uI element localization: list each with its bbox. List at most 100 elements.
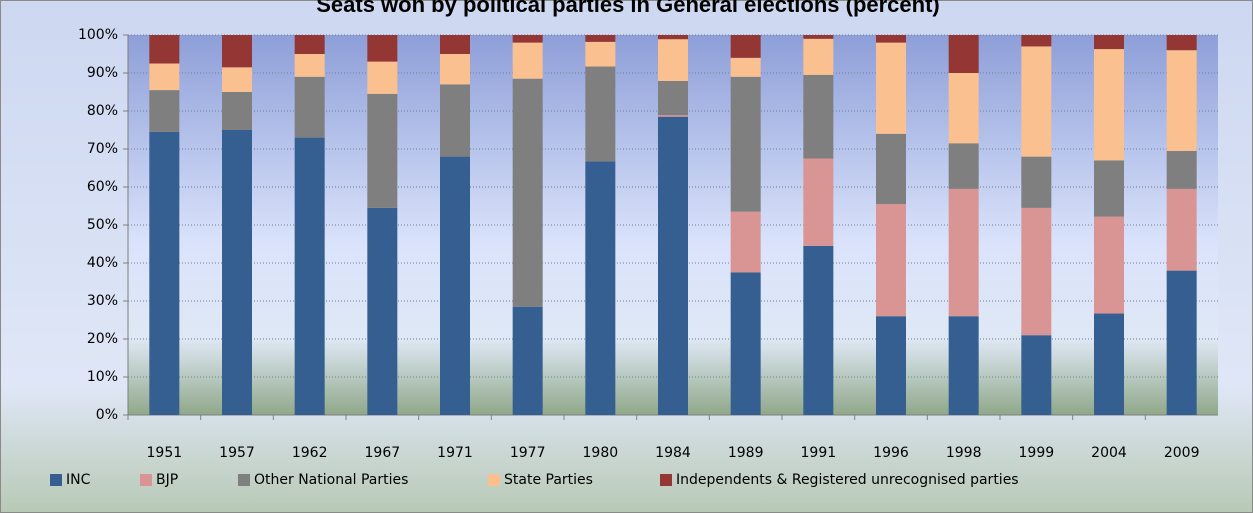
legend-swatch [238, 474, 250, 486]
bar-segment [658, 80, 688, 116]
bar-segment [803, 158, 834, 246]
bar-segment [876, 204, 906, 317]
x-tick-label: 1957 [219, 445, 255, 461]
bar-segment [367, 35, 398, 62]
bar-segment [294, 76, 325, 138]
bar-segment [440, 84, 470, 157]
bar-segment [730, 35, 761, 58]
bar-segment [585, 35, 616, 42]
bar-segment [658, 35, 688, 40]
bar-segment [1021, 207, 1052, 336]
bar-segment [1166, 150, 1197, 189]
chart-title: Seats won by political parties in Genera… [316, 0, 940, 17]
bar-segment [222, 67, 252, 92]
x-tick-label: 1996 [873, 445, 909, 461]
bar-segment [1094, 216, 1124, 314]
y-tick-label: 0% [96, 407, 118, 423]
x-tick-label: 1977 [510, 445, 546, 461]
bar-segment [149, 131, 180, 415]
x-tick-label: 1971 [437, 445, 473, 461]
y-tick-label: 90% [87, 65, 118, 81]
x-tick-label: 1951 [147, 445, 183, 461]
bar-segment [876, 316, 906, 415]
legend-swatch [660, 474, 672, 486]
bar-segment [730, 272, 761, 415]
bar-segment [149, 35, 180, 64]
y-tick-label: 10% [87, 369, 118, 385]
bar-segment [1166, 35, 1197, 51]
bar-segment [948, 188, 979, 317]
bar-segment [367, 61, 398, 94]
x-tick-label: 1999 [1019, 445, 1055, 461]
bar-segment [149, 90, 180, 132]
bar-segment [1021, 335, 1052, 415]
bar-segment [585, 41, 616, 67]
bar-segment [948, 35, 979, 73]
bar-segment [512, 78, 543, 307]
bar-segment [730, 57, 761, 77]
x-tick-label: 2004 [1091, 445, 1127, 461]
bar-segment [948, 316, 979, 415]
bar-segment [512, 35, 543, 43]
x-tick-label: 1984 [655, 445, 691, 461]
bar-segment [440, 35, 470, 54]
x-tick-label: 1998 [946, 445, 982, 461]
bar-segment [440, 54, 470, 85]
bar-segment [585, 66, 616, 162]
legend-swatch [140, 474, 152, 486]
legend-label: Other National Parties [254, 472, 408, 488]
legend-swatch [488, 474, 500, 486]
bar-segment [948, 143, 979, 189]
bar-segment [1021, 46, 1052, 157]
legend-label: Independents & Registered unrecognised p… [676, 472, 1019, 488]
bar-segment [803, 245, 834, 415]
bar-segment [294, 54, 325, 77]
y-tick-label: 40% [87, 255, 118, 271]
y-tick-label: 100% [78, 27, 118, 43]
y-tick-label: 70% [87, 141, 118, 157]
x-tick-label: 1962 [292, 445, 328, 461]
bar-segment [367, 93, 398, 208]
legend-swatch [50, 474, 62, 486]
bar-segment [512, 42, 543, 79]
bar-segment [1166, 270, 1197, 415]
bar-segment [730, 76, 761, 212]
bar-segment [1094, 313, 1124, 415]
bar-segment [658, 116, 688, 415]
bar-segment [222, 130, 252, 415]
bar-segment [1021, 156, 1052, 208]
bar-segment [1094, 49, 1124, 161]
bar-segment [367, 207, 398, 415]
bar-segment [585, 161, 616, 415]
x-tick-label: 1991 [801, 445, 837, 461]
legend-label: BJP [156, 472, 178, 488]
bar-segment [803, 38, 834, 75]
bar-segment [440, 156, 470, 415]
bar-segment [876, 133, 906, 205]
bar-segment [1166, 188, 1197, 271]
y-tick-label: 50% [87, 217, 118, 233]
y-tick-label: 60% [87, 179, 118, 195]
x-tick-label: 1980 [583, 445, 619, 461]
y-tick-label: 80% [87, 103, 118, 119]
y-tick-label: 20% [87, 331, 118, 347]
bar-segment [803, 35, 834, 39]
legend-label: State Parties [504, 472, 593, 488]
bar-segment [876, 42, 906, 134]
bar-segment [222, 35, 252, 68]
bar-segment [803, 74, 834, 159]
bar-segment [730, 211, 761, 273]
bar-segment [658, 39, 688, 81]
bar-segment [658, 115, 688, 117]
bar-segment [1021, 35, 1052, 47]
bar-segment [1166, 50, 1197, 151]
x-tick-label: 1967 [365, 445, 401, 461]
bar-segment [149, 63, 180, 91]
legend-label: INC [66, 472, 91, 488]
bar-segment [1094, 35, 1124, 50]
y-tick-label: 30% [87, 293, 118, 309]
x-tick-label: 1989 [728, 445, 764, 461]
bar-segment [294, 137, 325, 415]
bar-segment [1094, 160, 1124, 217]
